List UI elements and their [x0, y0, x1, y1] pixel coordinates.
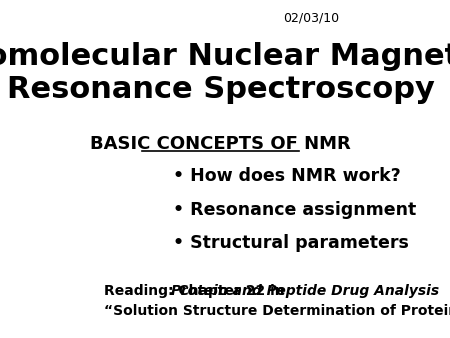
Text: • How does NMR work?: • How does NMR work? — [173, 167, 400, 185]
Text: • Resonance assignment: • Resonance assignment — [173, 201, 416, 219]
Text: “Solution Structure Determination of Proteins by NMR”: “Solution Structure Determination of Pro… — [104, 304, 450, 318]
Text: Protein and Peptide Drug Analysis: Protein and Peptide Drug Analysis — [171, 284, 439, 298]
Text: BASIC CONCEPTS OF NMR: BASIC CONCEPTS OF NMR — [90, 136, 351, 153]
Text: 02/03/10: 02/03/10 — [284, 11, 340, 24]
Text: Biomolecular Nuclear Magnetic
Resonance Spectroscopy: Biomolecular Nuclear Magnetic Resonance … — [0, 42, 450, 104]
Text: Reading: Chapter 22 in: Reading: Chapter 22 in — [104, 284, 290, 298]
Text: • Structural parameters: • Structural parameters — [173, 234, 409, 252]
